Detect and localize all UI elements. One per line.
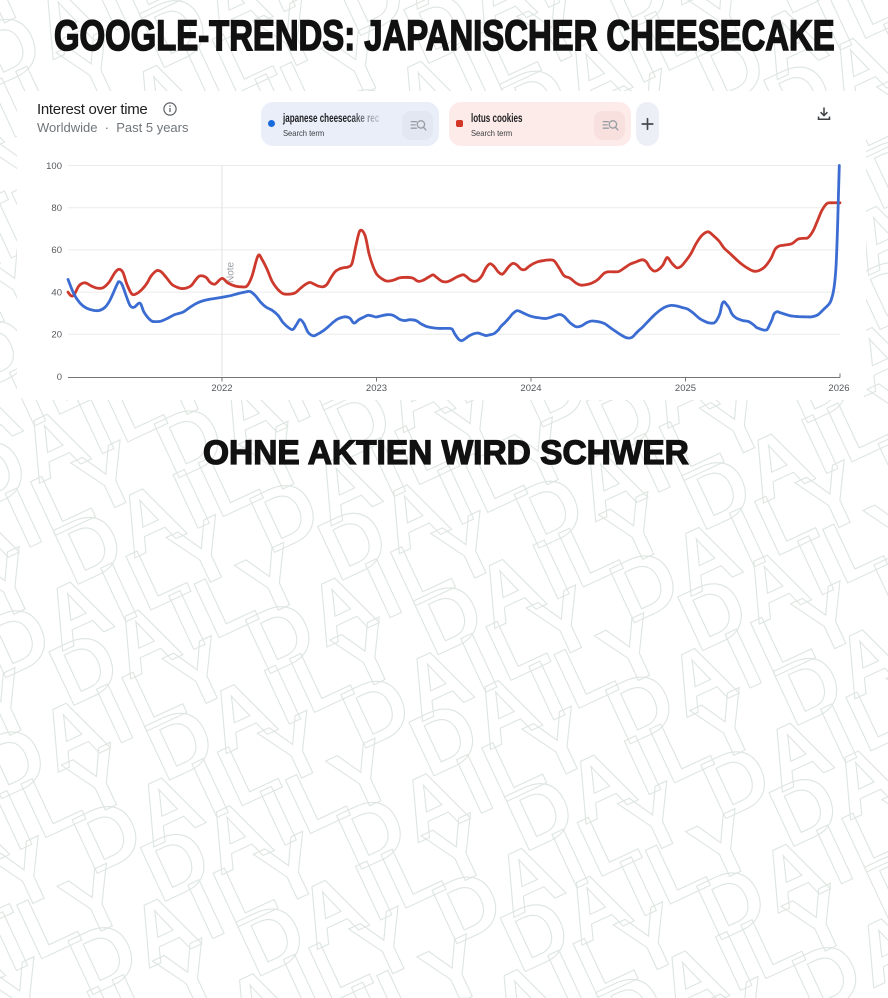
svg-text:2022: 2022 [211, 383, 232, 394]
svg-text:2024: 2024 [520, 383, 541, 394]
svg-text:60: 60 [51, 245, 62, 256]
svg-text:80: 80 [51, 203, 62, 214]
svg-text:2023: 2023 [366, 383, 387, 394]
svg-text:100: 100 [46, 161, 62, 172]
svg-text:Note: Note [226, 261, 237, 283]
svg-text:40: 40 [51, 287, 62, 298]
svg-text:20: 20 [51, 330, 62, 341]
svg-text:2026: 2026 [828, 383, 849, 394]
svg-text:2025: 2025 [675, 383, 696, 394]
svg-text:0: 0 [57, 372, 62, 383]
